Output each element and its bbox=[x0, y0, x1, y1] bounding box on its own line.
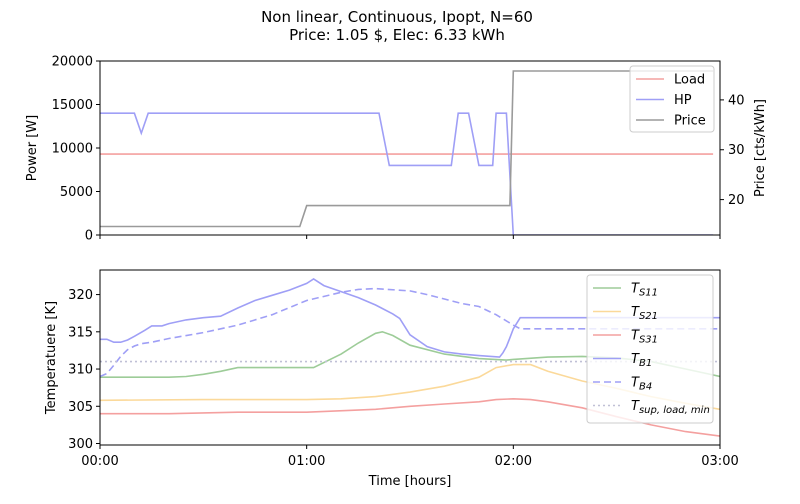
top-legend: Load HP Price bbox=[629, 65, 715, 133]
bottom-y-tick-label: 315 bbox=[68, 325, 93, 340]
legend-entry: TS11 bbox=[631, 282, 658, 299]
x-tick-label: 03:00 bbox=[701, 454, 738, 469]
bottom-y-tick-label: 300 bbox=[68, 437, 93, 452]
legend-entry: Price bbox=[674, 114, 706, 129]
top-y-tick-label: 5000 bbox=[60, 185, 93, 200]
bottom-legend: TS11 TS21 TS31 TB1 TB4 Tsup, load, min bbox=[586, 274, 714, 424]
legend-entry: HP bbox=[674, 93, 692, 108]
bottom-plot-frame bbox=[99, 269, 721, 446]
y2-axis-label: Price [cts/kWh] bbox=[753, 99, 768, 197]
top-series-group bbox=[100, 70, 714, 235]
series-line-t-s11 bbox=[100, 330, 720, 379]
bottom-y-axis-label: Temperatuere [K] bbox=[44, 301, 59, 415]
top-power-plot: 0 5000 10000 15000 20000 20 30 40 Price [cts/kWh… bbox=[25, 55, 768, 244]
legend-entry: Tsup, load, min bbox=[631, 399, 710, 416]
x-axis-label: Time [hours] bbox=[368, 474, 452, 489]
top-y-tick-label: 0 bbox=[85, 229, 93, 244]
series-line-t-b1 bbox=[100, 277, 720, 358]
bottom-y-tick-label: 305 bbox=[68, 400, 93, 415]
y2-tick-label: 20 bbox=[728, 193, 745, 208]
series-line-t-b4 bbox=[100, 287, 720, 378]
bottom-temperature-plot: 00:00 01:00 02:00 03:00 300 305 310 315 320 Tempe… bbox=[44, 269, 739, 469]
top-y-axis-label: Power [W] bbox=[25, 115, 40, 181]
chart-title-line1: Non linear, Continuous, Ipopt, N=60 bbox=[261, 8, 533, 26]
top-plot-frame bbox=[99, 60, 721, 236]
x-tick-label: 01:00 bbox=[288, 454, 325, 469]
legend-entry: Load bbox=[674, 73, 705, 88]
legend-box bbox=[629, 65, 715, 133]
series-line-price bbox=[100, 70, 714, 228]
legend-entry: TB4 bbox=[631, 376, 652, 393]
x-tick-label: 02:00 bbox=[495, 454, 532, 469]
y2-tick-label: 30 bbox=[728, 143, 745, 158]
bottom-y-tick-label: 310 bbox=[68, 363, 93, 378]
x-tick-label: 00:00 bbox=[81, 454, 118, 469]
legend-entry: TS21 bbox=[631, 305, 658, 322]
chart-title-line2: Price: 1.05 $, Elec: 6.33 kWh bbox=[289, 26, 505, 44]
legend-entry: TS31 bbox=[631, 329, 658, 346]
bottom-y-tick-label: 320 bbox=[68, 288, 93, 303]
top-y-tick-label: 20000 bbox=[52, 55, 93, 70]
series-line-hp bbox=[100, 112, 714, 235]
legend-entry: TB1 bbox=[631, 352, 652, 369]
top-y-tick-label: 15000 bbox=[52, 98, 93, 113]
top-y-tick-label: 10000 bbox=[52, 142, 93, 157]
y2-tick-label: 40 bbox=[728, 93, 745, 108]
